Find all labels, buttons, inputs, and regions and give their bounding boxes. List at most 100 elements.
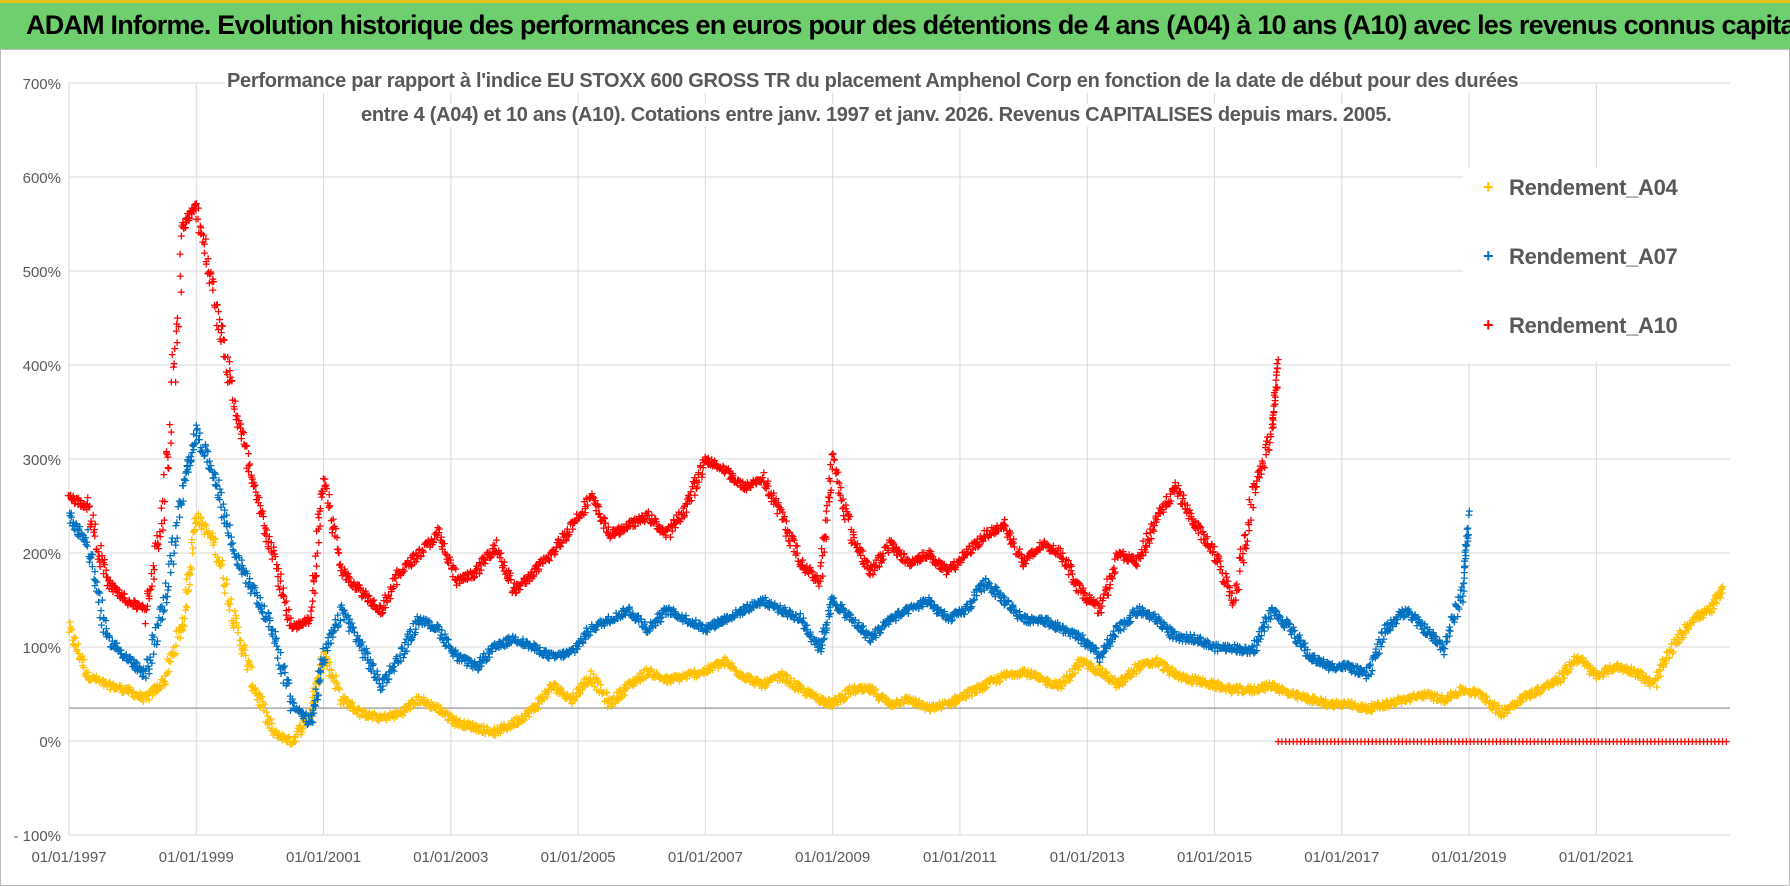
data-point: + (398, 709, 407, 722)
data-point: + (766, 671, 775, 684)
data-point: + (1465, 504, 1474, 517)
data-point: + (166, 437, 175, 450)
data-point: + (744, 669, 753, 682)
data-point: + (189, 525, 198, 538)
data-point: + (307, 611, 316, 624)
data-point: + (313, 665, 322, 678)
data-point: + (222, 578, 231, 591)
data-point: + (590, 673, 599, 686)
data-point: + (97, 676, 106, 689)
y-tick-label: 600% (23, 170, 61, 187)
data-point: + (665, 671, 674, 684)
data-point: + (195, 517, 204, 530)
data-point: + (79, 661, 88, 674)
data-point: + (142, 692, 151, 705)
data-point: + (739, 671, 748, 684)
data-point: + (196, 511, 205, 524)
data-point: + (406, 702, 415, 715)
data-point: + (472, 719, 481, 732)
data-point: + (316, 658, 325, 671)
data-point: + (318, 653, 327, 666)
data-point: + (262, 706, 271, 719)
data-point: + (98, 673, 107, 686)
data-point: + (327, 663, 336, 676)
data-point: + (82, 666, 91, 679)
data-point: + (417, 693, 426, 706)
data-point: + (487, 725, 496, 738)
data-point: + (753, 672, 762, 685)
data-point: + (774, 667, 783, 680)
data-point: + (490, 722, 499, 735)
data-point: + (240, 641, 249, 654)
data-point: + (350, 702, 359, 715)
data-point: + (488, 728, 497, 741)
data-point: + (339, 695, 348, 708)
data-point: + (549, 681, 558, 694)
data-point: + (472, 724, 481, 737)
data-point: + (620, 684, 629, 697)
data-point: + (493, 721, 502, 734)
data-point: + (418, 696, 427, 709)
data-point: + (602, 685, 611, 698)
data-point: + (710, 658, 719, 671)
data-point: + (497, 724, 506, 737)
data-point: + (438, 708, 447, 721)
data-point: + (405, 699, 414, 712)
data-point: + (587, 676, 596, 689)
data-point: + (267, 724, 276, 737)
data-point: + (489, 729, 498, 742)
data-point: + (572, 690, 581, 703)
data-point: + (759, 679, 768, 692)
data-point: + (579, 676, 588, 689)
data-point: + (524, 710, 533, 723)
data-point: + (88, 669, 97, 682)
data-point: + (310, 586, 319, 599)
data-point: + (123, 680, 132, 693)
data-point: + (278, 728, 287, 741)
data-point: + (325, 669, 334, 682)
data-point: + (369, 708, 378, 721)
data-point: + (771, 672, 780, 685)
data-point: + (531, 701, 540, 714)
data-point: + (308, 695, 317, 708)
data-point: + (775, 668, 784, 681)
data-point: + (116, 679, 125, 692)
y-tick-label: - 100% (13, 828, 61, 845)
data-point: + (397, 707, 406, 720)
data-point: + (236, 634, 245, 647)
data-point: + (476, 724, 485, 737)
x-tick-label: 01/01/2013 (1050, 849, 1125, 866)
data-point: + (639, 664, 648, 677)
data-point: + (229, 614, 238, 627)
data-point: + (141, 617, 150, 630)
data-point: + (479, 724, 488, 737)
data-point: + (670, 671, 679, 684)
data-point: + (341, 693, 350, 706)
data-point: + (762, 673, 771, 686)
data-point: + (705, 662, 714, 675)
data-point: + (315, 659, 324, 672)
data-point: + (684, 666, 693, 679)
data-point: + (241, 649, 250, 662)
data-point: + (226, 592, 235, 605)
data-point: + (612, 686, 621, 699)
data-point: + (311, 677, 320, 690)
data-point: + (309, 681, 318, 694)
data-point: + (349, 704, 358, 717)
data-point: + (198, 520, 207, 533)
data-point: + (386, 706, 395, 719)
data-point: + (482, 721, 491, 734)
data-point: + (128, 686, 137, 699)
data-point: + (526, 704, 535, 717)
data-point: + (99, 675, 108, 688)
data-point: + (567, 696, 576, 709)
data-point: + (607, 700, 616, 713)
data-point: + (296, 720, 305, 733)
data-point: + (471, 722, 480, 735)
data-point: + (735, 670, 744, 683)
data-point: + (104, 677, 113, 690)
data-point: + (79, 653, 88, 666)
data-point: + (230, 605, 239, 618)
data-point: + (764, 676, 773, 689)
data-point: + (500, 721, 509, 734)
